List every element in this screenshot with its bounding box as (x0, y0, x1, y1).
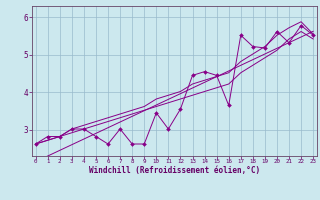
X-axis label: Windchill (Refroidissement éolien,°C): Windchill (Refroidissement éolien,°C) (89, 166, 260, 175)
